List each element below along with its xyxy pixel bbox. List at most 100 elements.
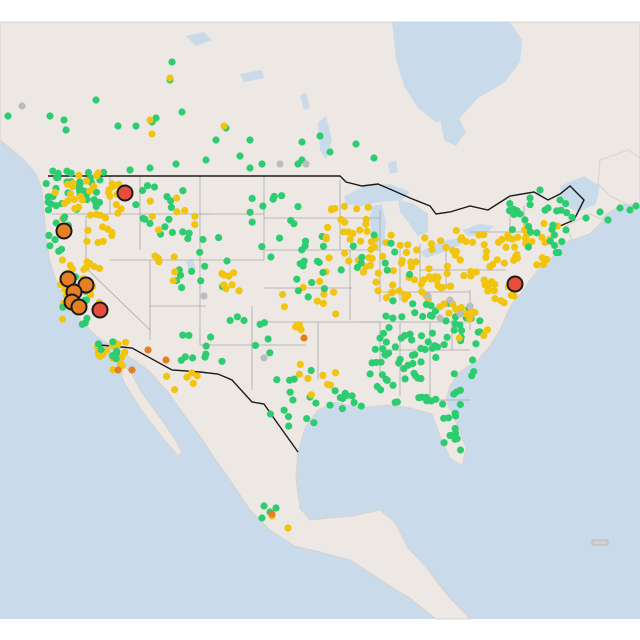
- station-moderate[interactable]: [372, 278, 380, 286]
- station-good[interactable]: [320, 285, 328, 293]
- station-good[interactable]: [4, 112, 12, 120]
- station-good[interactable]: [246, 164, 254, 172]
- station-good[interactable]: [428, 344, 436, 352]
- station-good[interactable]: [476, 317, 484, 325]
- station-sensitive-small[interactable]: [300, 334, 308, 342]
- station-good[interactable]: [168, 58, 176, 66]
- station-good[interactable]: [45, 231, 53, 239]
- station-good[interactable]: [450, 370, 458, 378]
- station-moderate[interactable]: [493, 256, 501, 264]
- station-moderate[interactable]: [82, 177, 90, 185]
- station-moderate[interactable]: [466, 314, 474, 322]
- station-good[interactable]: [126, 166, 134, 174]
- station-moderate[interactable]: [323, 380, 332, 389]
- station-moderate[interactable]: [543, 255, 551, 264]
- station-good[interactable]: [42, 180, 50, 188]
- station-good[interactable]: [456, 400, 464, 409]
- station-good[interactable]: [46, 242, 54, 250]
- station-moderate[interactable]: [116, 360, 125, 368]
- station-moderate[interactable]: [64, 197, 72, 205]
- station-good[interactable]: [251, 341, 260, 349]
- station-good[interactable]: [83, 314, 91, 322]
- station-unhealthy-large[interactable]: [506, 275, 524, 293]
- station-moderate[interactable]: [507, 291, 515, 299]
- station-moderate[interactable]: [84, 226, 92, 234]
- station-moderate[interactable]: [437, 237, 445, 245]
- station-moderate[interactable]: [357, 237, 365, 245]
- station-moderate[interactable]: [497, 297, 505, 305]
- station-moderate[interactable]: [146, 116, 154, 124]
- station-good[interactable]: [431, 307, 440, 315]
- station-moderate[interactable]: [170, 253, 178, 261]
- station-good[interactable]: [212, 136, 220, 144]
- station-good[interactable]: [391, 343, 399, 351]
- station-moderate[interactable]: [468, 238, 477, 246]
- station-good[interactable]: [246, 208, 254, 216]
- station-no-data[interactable]: [446, 296, 454, 304]
- station-good[interactable]: [248, 194, 256, 202]
- station-good[interactable]: [401, 375, 409, 383]
- station-moderate[interactable]: [320, 290, 328, 298]
- station-good[interactable]: [60, 214, 68, 223]
- station-good[interactable]: [555, 249, 563, 257]
- station-good[interactable]: [506, 200, 514, 208]
- station-moderate[interactable]: [58, 315, 67, 323]
- station-good[interactable]: [207, 333, 215, 341]
- station-good[interactable]: [456, 321, 464, 329]
- station-moderate[interactable]: [490, 287, 498, 295]
- station-moderate[interactable]: [467, 267, 475, 275]
- station-moderate[interactable]: [148, 130, 156, 138]
- station-good[interactable]: [259, 202, 267, 210]
- station-moderate[interactable]: [51, 188, 59, 196]
- station-unhealthy-large[interactable]: [116, 184, 134, 202]
- station-moderate[interactable]: [344, 228, 353, 236]
- station-moderate[interactable]: [280, 303, 288, 311]
- station-good[interactable]: [453, 435, 461, 443]
- station-good[interactable]: [341, 389, 349, 397]
- station-good[interactable]: [428, 329, 436, 337]
- station-good[interactable]: [370, 231, 378, 239]
- station-no-data[interactable]: [276, 160, 284, 168]
- station-good[interactable]: [202, 342, 210, 350]
- station-good[interactable]: [376, 334, 384, 342]
- station-moderate[interactable]: [388, 289, 396, 297]
- station-good[interactable]: [326, 148, 334, 156]
- station-moderate[interactable]: [93, 172, 101, 180]
- station-good[interactable]: [383, 376, 391, 384]
- station-good[interactable]: [582, 214, 590, 222]
- station-moderate[interactable]: [94, 238, 102, 247]
- station-sensitive-large[interactable]: [70, 298, 88, 316]
- station-moderate[interactable]: [402, 248, 410, 257]
- station-good[interactable]: [427, 302, 435, 310]
- station-moderate[interactable]: [452, 227, 460, 235]
- station-good[interactable]: [108, 352, 117, 360]
- station-good[interactable]: [138, 186, 147, 195]
- station-good[interactable]: [432, 353, 440, 362]
- station-moderate[interactable]: [148, 212, 156, 221]
- station-moderate[interactable]: [86, 211, 94, 219]
- station-good[interactable]: [301, 242, 309, 250]
- station-good[interactable]: [304, 293, 312, 301]
- station-good[interactable]: [223, 257, 231, 265]
- station-good[interactable]: [450, 390, 458, 398]
- station-good[interactable]: [168, 228, 176, 237]
- station-good[interactable]: [409, 300, 417, 308]
- station-good[interactable]: [215, 234, 223, 242]
- station-moderate[interactable]: [324, 223, 332, 231]
- station-good[interactable]: [284, 413, 293, 421]
- station-good[interactable]: [409, 359, 417, 368]
- station-good[interactable]: [508, 226, 516, 234]
- station-moderate[interactable]: [220, 122, 228, 130]
- station-moderate[interactable]: [413, 246, 421, 254]
- station-good[interactable]: [557, 206, 565, 214]
- station-moderate[interactable]: [319, 371, 327, 379]
- station-moderate[interactable]: [540, 219, 548, 228]
- station-good[interactable]: [100, 168, 108, 176]
- station-moderate[interactable]: [417, 280, 425, 288]
- station-moderate[interactable]: [427, 240, 435, 248]
- station-no-data[interactable]: [200, 292, 208, 300]
- station-good[interactable]: [408, 336, 416, 344]
- station-moderate[interactable]: [500, 259, 508, 267]
- station-moderate[interactable]: [366, 261, 375, 269]
- station-good[interactable]: [391, 398, 399, 406]
